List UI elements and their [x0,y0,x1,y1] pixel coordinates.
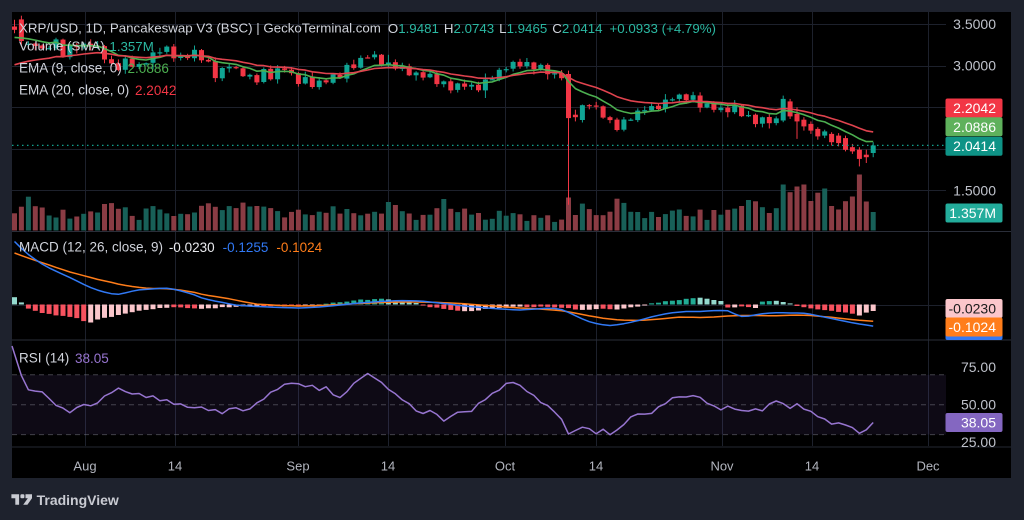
svg-text:2.0886: 2.0886 [953,119,996,135]
svg-text:-0.1024: -0.1024 [949,319,997,335]
svg-text:MACD (12, 26, close, 9) -0.023: MACD (12, 26, close, 9) -0.0230 -0.1255 -0… [19,240,323,255]
svg-text:Dec: Dec [916,459,940,474]
svg-text:14: 14 [805,459,819,474]
svg-text:25.00: 25.00 [961,434,996,450]
svg-text:14: 14 [168,459,182,474]
svg-text:1.357M: 1.357M [949,205,996,221]
svg-text:2.2042: 2.2042 [953,100,996,116]
svg-text:Volume (SMA) 1.357M: Volume (SMA) 1.357M [19,39,154,54]
svg-text:14: 14 [381,459,395,474]
svg-text:3.5000: 3.5000 [953,16,996,32]
svg-text:2.0414: 2.0414 [953,138,996,154]
svg-text:50.00: 50.00 [961,397,996,413]
svg-text:RSI (14) 38.05: RSI (14) 38.05 [19,351,109,366]
svg-text:EMA (20, close, 0) 2.2042: EMA (20, close, 0) 2.2042 [19,83,176,98]
svg-text:EMA (9, close, 0) 2.0886: EMA (9, close, 0) 2.0886 [19,61,169,76]
svg-text:XRP/USD, 1D, Pancakeswap V3 (B: XRP/USD, 1D, Pancakeswap V3 (BSC) | Geck… [19,21,716,36]
svg-text:38.05: 38.05 [961,415,996,431]
svg-text:75.00: 75.00 [961,359,996,375]
svg-text:TradingView: TradingView [37,492,119,508]
svg-text:1.5000: 1.5000 [953,183,996,199]
svg-text:Sep: Sep [286,459,309,474]
svg-text:14: 14 [589,459,603,474]
svg-text:Aug: Aug [73,459,96,474]
svg-text:Oct: Oct [495,459,516,474]
svg-text:3.0000: 3.0000 [953,58,996,74]
svg-text:Nov: Nov [710,459,734,474]
svg-text:-0.0230: -0.0230 [949,301,997,317]
